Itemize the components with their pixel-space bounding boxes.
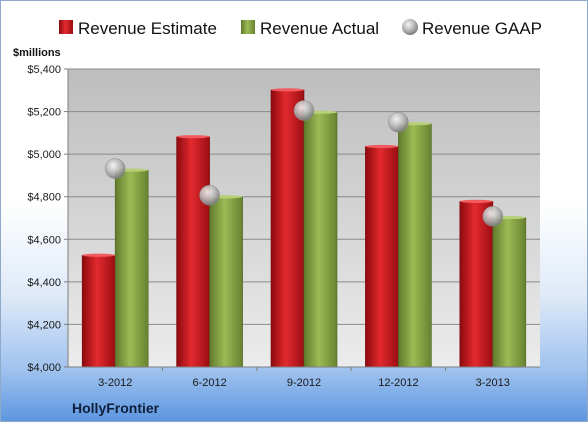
y-tick-label: $4,200 xyxy=(27,319,61,331)
x-tick-label: 12-2012 xyxy=(378,377,418,389)
bar-actual xyxy=(114,169,149,368)
bars xyxy=(81,88,527,368)
bar-actual xyxy=(303,111,338,368)
bar-estimate xyxy=(270,89,305,368)
y-tick-label: $4,800 xyxy=(27,192,61,204)
bar-actual xyxy=(209,196,243,368)
bar-estimate xyxy=(81,254,116,368)
legend-swatch-gaap xyxy=(402,19,418,35)
legend-label-estimate: Revenue Estimate xyxy=(78,19,217,38)
x-tick-label: 3-2012 xyxy=(98,377,132,389)
legend-swatch-actual xyxy=(241,20,255,34)
y-axis-ticks: $4,000 $4,200 $4,400 $4,600 $4,800 $5,000 $5,2… xyxy=(27,64,68,374)
y-tick-label: $4,600 xyxy=(27,234,61,246)
bar-estimate-cap xyxy=(365,144,399,149)
legend: Revenue Estimate Revenue Actual Revenue … xyxy=(59,19,542,38)
gaap-markers xyxy=(104,100,504,227)
y-tick-label: $4,000 xyxy=(27,362,61,374)
legend-label-actual: Revenue Actual xyxy=(260,19,379,38)
bar-estimate-cap xyxy=(459,199,493,203)
y-tick-label: $5,200 xyxy=(27,107,61,119)
y-tick-label: $5,000 xyxy=(27,149,61,161)
bar-actual xyxy=(398,123,432,368)
bar-estimate xyxy=(459,201,494,368)
bar-actual xyxy=(492,217,527,368)
legend-label-gaap: Revenue GAAP xyxy=(422,19,542,38)
gaap-marker xyxy=(293,100,315,121)
x-tick-label: 9-2012 xyxy=(287,377,321,389)
x-tick-label: 6-2012 xyxy=(192,377,226,389)
y-tick-label: $5,400 xyxy=(27,64,61,76)
company-name: HollyFrontier xyxy=(72,400,160,416)
bar-estimate-cap xyxy=(176,135,210,139)
bar-estimate-cap xyxy=(271,88,304,92)
y-tick-label: $4,400 xyxy=(27,277,61,289)
gaap-marker xyxy=(482,206,504,227)
x-axis-ticks: 3-2012 6-2012 9-2012 12-2012 3-2013 xyxy=(98,367,510,389)
bar-estimate xyxy=(365,146,399,368)
legend-swatch-estimate xyxy=(59,20,73,34)
bar-estimate-cap xyxy=(82,253,116,257)
gaap-marker xyxy=(199,184,220,206)
gaap-marker xyxy=(388,111,409,133)
y-axis-label: $millions xyxy=(13,47,61,59)
gaap-marker xyxy=(104,158,126,179)
x-tick-label: 3-2013 xyxy=(476,377,510,389)
bar-estimate xyxy=(176,136,210,368)
